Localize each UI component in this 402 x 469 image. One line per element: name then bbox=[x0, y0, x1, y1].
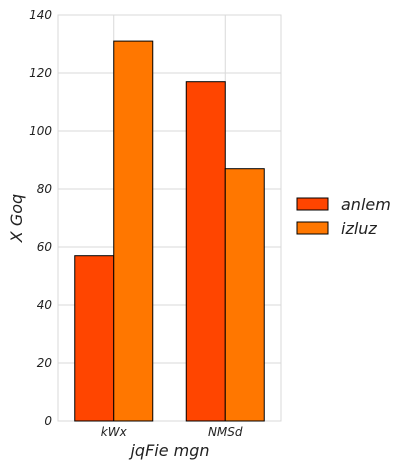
y-tick-label: 0 bbox=[44, 414, 52, 428]
legend-label: izluz bbox=[341, 219, 377, 238]
y-tick-label: 60 bbox=[37, 240, 53, 254]
bar-izluz-kWx bbox=[113, 40, 154, 422]
x-tick-label: NMSd bbox=[208, 425, 243, 439]
plot-frame bbox=[57, 14, 282, 422]
y-axis-label: X Goq bbox=[7, 194, 26, 243]
x-tick-labels: kWx NMSd bbox=[101, 425, 243, 439]
y-tick-label: 140 bbox=[29, 8, 52, 22]
y-tick-labels: 0 20 40 60 80 100 120 140 bbox=[29, 8, 52, 428]
legend: anlem izluz bbox=[296, 195, 391, 238]
bars bbox=[74, 40, 265, 422]
bar-izluz-NMSd bbox=[224, 168, 265, 422]
legend-swatch-anlem bbox=[296, 197, 329, 211]
legend-swatch-izluz bbox=[296, 221, 329, 235]
y-tick-label: 20 bbox=[37, 356, 53, 370]
bar-anlem-kWx bbox=[74, 255, 115, 422]
y-tick-label: 40 bbox=[37, 298, 53, 312]
y-tick-label: 80 bbox=[37, 182, 53, 196]
y-tick-label: 100 bbox=[29, 124, 52, 138]
bar-anlem-NMSd bbox=[185, 81, 226, 422]
x-tick-label: kWx bbox=[101, 425, 128, 439]
x-axis-label: jqFie mgn bbox=[128, 441, 209, 460]
legend-label: anlem bbox=[341, 195, 391, 214]
y-tick-label: 120 bbox=[29, 66, 52, 80]
